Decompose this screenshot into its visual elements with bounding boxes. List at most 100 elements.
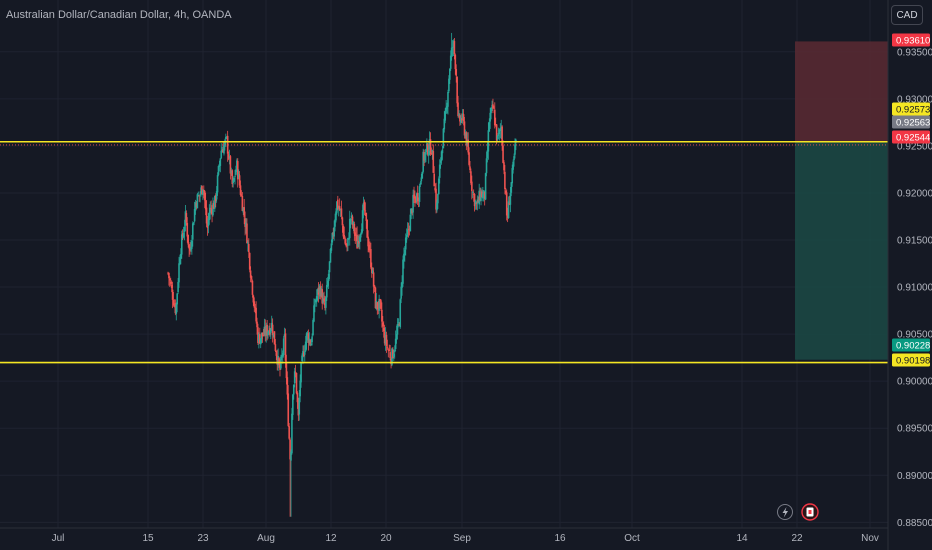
- candle: [352, 220, 355, 232]
- candle: [258, 327, 261, 345]
- candle: [406, 222, 409, 237]
- candle: [239, 180, 242, 197]
- candle: [443, 110, 446, 133]
- candle: [275, 350, 278, 361]
- candle: [219, 157, 222, 173]
- candle: [350, 212, 353, 225]
- stop-loss-zone[interactable]: [795, 41, 888, 142]
- candle: [393, 345, 396, 359]
- candle: [305, 332, 308, 350]
- candle: [453, 37, 456, 60]
- candle: [394, 330, 397, 352]
- candle: [411, 208, 413, 216]
- candle: [370, 262, 373, 278]
- candle: [349, 218, 352, 229]
- price-axis[interactable]: 0.93500 0.93000 0.92500 0.92000 0.91500 0.910…: [887, 0, 932, 550]
- candle: [283, 327, 286, 339]
- candle: [496, 134, 499, 142]
- candle: [247, 240, 249, 252]
- candle: [268, 325, 270, 336]
- candle: [362, 196, 365, 219]
- candle: [359, 234, 361, 250]
- candle: [455, 64, 458, 83]
- candle: [393, 349, 395, 362]
- candle: [216, 172, 219, 196]
- candle: [190, 239, 192, 252]
- candle: [383, 324, 386, 346]
- candle: [441, 145, 444, 160]
- candle: [348, 210, 351, 246]
- candle: [402, 255, 404, 287]
- candle: [343, 226, 346, 239]
- candle: [227, 151, 230, 161]
- candle: [379, 298, 381, 309]
- candle: [437, 176, 440, 195]
- candle: [240, 190, 243, 197]
- canada-flag-event-icon[interactable]: [801, 503, 819, 521]
- candle: [213, 200, 215, 209]
- candle: [255, 301, 257, 324]
- candle: [361, 204, 364, 233]
- candle: [513, 153, 515, 167]
- candle: [302, 345, 304, 365]
- candle: [434, 183, 436, 193]
- lightning-event-icon[interactable]: [777, 504, 793, 520]
- candlestick-series: [167, 32, 517, 517]
- candle: [386, 339, 389, 350]
- candle: [284, 328, 287, 368]
- candle: [448, 75, 450, 94]
- candle: [189, 242, 191, 255]
- position-zones: [795, 41, 888, 360]
- candle: [499, 123, 502, 139]
- candle: [303, 345, 305, 358]
- candle: [367, 230, 369, 253]
- candle: [220, 143, 223, 160]
- candle: [290, 449, 292, 517]
- x-tick-label: 15: [142, 533, 154, 544]
- candle: [174, 299, 177, 316]
- candle: [209, 201, 212, 220]
- price-tag-label: 0.92573: [896, 105, 930, 116]
- y-tick-label: 0.92000: [897, 188, 932, 199]
- candle: [287, 385, 290, 427]
- x-tick-label: Sep: [453, 533, 471, 544]
- candle: [462, 109, 465, 126]
- price-tag-gray: 0.92563: [892, 115, 930, 129]
- candle: [299, 374, 301, 403]
- price-tag-label: 0.92563: [896, 118, 930, 129]
- candle: [281, 348, 283, 361]
- candle: [345, 238, 347, 248]
- price-tag-green: 0.90228: [892, 338, 930, 352]
- candle: [485, 151, 488, 177]
- candle: [511, 164, 514, 187]
- candle: [337, 195, 339, 211]
- candle: [413, 186, 415, 204]
- candle: [368, 238, 370, 253]
- candle: [226, 130, 229, 162]
- candle: [405, 228, 408, 243]
- candle: [270, 315, 273, 332]
- candle: [197, 191, 200, 197]
- candle: [415, 192, 418, 204]
- timeline-icons: [777, 503, 819, 521]
- currency-button[interactable]: CAD: [891, 5, 923, 25]
- candle: [430, 147, 433, 155]
- candle: [296, 391, 299, 409]
- candle: [493, 102, 496, 129]
- candle: [221, 146, 223, 153]
- candle: [482, 186, 484, 202]
- candle: [384, 327, 387, 351]
- candle: [425, 148, 427, 163]
- candle: [512, 159, 514, 174]
- candle: [503, 160, 505, 175]
- candle: [483, 191, 486, 206]
- candle: [253, 297, 256, 312]
- take-profit-zone[interactable]: [795, 141, 888, 360]
- candle: [180, 248, 182, 265]
- candle: [354, 227, 357, 244]
- candle: [336, 201, 338, 215]
- candle: [378, 294, 380, 319]
- time-axis[interactable]: Jul 15 23 Aug 12 20 Sep 16 Oct 14 22 Nov: [0, 527, 888, 544]
- candle: [210, 200, 212, 215]
